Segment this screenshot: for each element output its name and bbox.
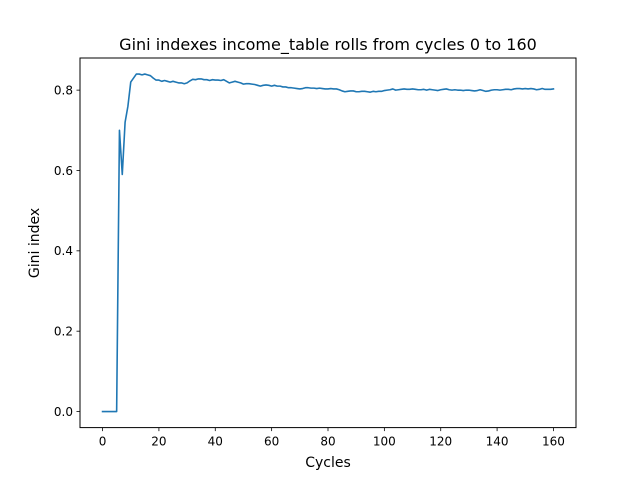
axes-frame xyxy=(79,57,577,429)
y-tick-label: 0.6 xyxy=(54,164,73,178)
chart-title: Gini indexes income_table rolls from cyc… xyxy=(119,35,537,55)
x-tick-label: 80 xyxy=(320,435,335,449)
series-line-0 xyxy=(101,73,555,413)
x-tick-label: 60 xyxy=(264,435,279,449)
series-layer xyxy=(101,73,555,413)
y-axis-label: Gini index xyxy=(27,208,43,278)
y-tick-label: 0.2 xyxy=(54,324,73,338)
x-tick-label: 120 xyxy=(429,435,452,449)
x-axis-label: Cycles xyxy=(305,455,351,471)
x-tick-label: 160 xyxy=(542,435,565,449)
y-tick-label: 0.4 xyxy=(54,244,73,258)
x-tick-label: 100 xyxy=(373,435,396,449)
y-tick-label: 0.8 xyxy=(54,83,73,97)
x-tick-label: 0 xyxy=(99,435,107,449)
y-tick-label: 0.0 xyxy=(54,405,73,419)
ticks-layer: 0 20 40 60 80 100 120 140 160 0.0 0.2 0.4 0.6 0.8 xyxy=(54,83,565,448)
x-tick-label: 40 xyxy=(208,435,223,449)
x-tick-label: 20 xyxy=(151,435,166,449)
x-tick-label: 140 xyxy=(486,435,509,449)
